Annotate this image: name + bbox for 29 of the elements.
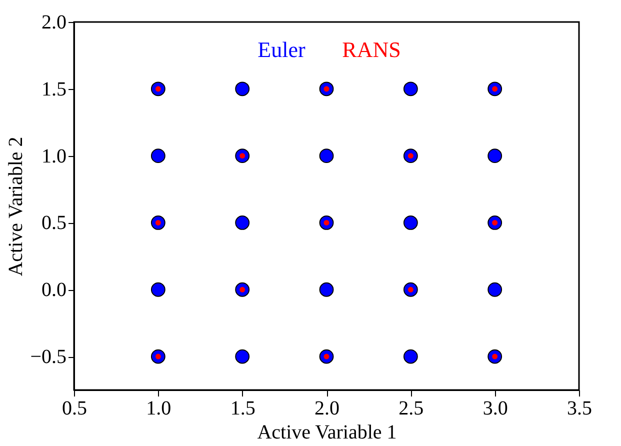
y-tick-label: 0.0 <box>42 279 66 302</box>
y-tick-label: −0.5 <box>30 346 66 368</box>
point <box>319 148 334 164</box>
point <box>403 349 418 364</box>
y-tick-label: 2.0 <box>42 12 66 34</box>
series-label: Euler <box>258 37 306 62</box>
x-tick-label: 3.5 <box>567 398 592 420</box>
x-tick-label: 0.5 <box>62 398 87 420</box>
point <box>319 282 334 297</box>
y-axis-title: Active Variable 2 <box>5 136 28 276</box>
x-tick-label: 2.0 <box>314 398 340 420</box>
point <box>150 282 166 297</box>
point <box>235 349 250 364</box>
point <box>150 148 166 164</box>
x-tick-label: 2.5 <box>398 398 424 420</box>
point <box>403 216 418 230</box>
series-label: RANS <box>342 37 401 62</box>
point <box>403 82 418 96</box>
point <box>488 282 502 297</box>
y-tick-label: 0.5 <box>42 212 66 234</box>
x-tick-label: 3.0 <box>482 398 508 420</box>
y-tick-label: 1.5 <box>42 78 66 100</box>
point <box>235 216 250 230</box>
point <box>488 148 502 164</box>
y-tick-label: 1.0 <box>42 145 66 168</box>
x-axis-title: Active Variable 1 <box>257 422 397 444</box>
x-tick-label: 1.0 <box>146 398 172 420</box>
point <box>235 82 250 96</box>
x-tick-label: 1.5 <box>230 398 256 420</box>
